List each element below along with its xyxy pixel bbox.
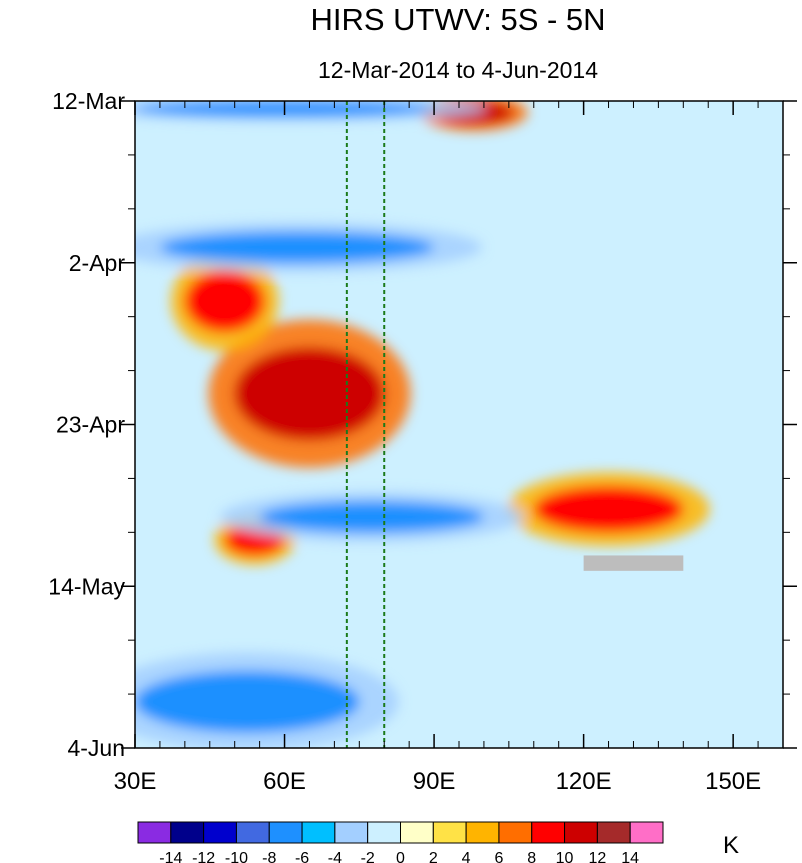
- colorbar-label-7: 0: [396, 850, 405, 863]
- y-tick-label-2: 23-Apr: [56, 412, 125, 438]
- colorbar-label-1: -12: [192, 850, 215, 863]
- anomaly-core-7: [259, 501, 484, 533]
- colorbar-swatch-4: [268, 821, 303, 844]
- colorbar-label-5: -4: [328, 850, 342, 863]
- colorbar-swatch-11: [498, 821, 533, 844]
- colorbar: -14 -12 -10 -8 -6 -4 -2 0 2 4 6 8 10 12 14: [137, 821, 664, 863]
- colorbar-swatch-7: [367, 821, 401, 844]
- colorbar-swatch-5: [301, 821, 336, 844]
- colorbar-label-4: -6: [295, 850, 309, 863]
- x-tick-label-3: 120E: [556, 768, 612, 795]
- colorbar-label-8: 2: [429, 850, 438, 863]
- colorbar-swatch-8: [400, 821, 434, 844]
- reference-lines: [345, 101, 386, 748]
- anomaly-core-1: [184, 270, 265, 333]
- colorbar-swatch-13: [564, 821, 598, 844]
- colorbar-swatch-1: [170, 821, 205, 844]
- chart-title: HIRS UTWV: 5S - 5N: [310, 2, 605, 37]
- colorbar-swatch-2: [203, 821, 237, 844]
- plot-area: [135, 101, 783, 748]
- colorbar-label-2: -10: [225, 850, 248, 863]
- colorbar-units: K: [723, 832, 739, 859]
- colorbar-label-6: -2: [361, 850, 375, 863]
- colorbar-swatch-15: [629, 821, 664, 844]
- x-tick-label-1: 60E: [263, 768, 306, 795]
- colorbar-swatch-3: [235, 821, 270, 844]
- y-tick-label-4: 4-Jun: [67, 735, 125, 761]
- colorbar-label-3: -8: [262, 850, 276, 863]
- colorbar-label-12: 10: [556, 850, 574, 863]
- colorbar-label-11: 8: [527, 850, 536, 863]
- y-tick-label-0: 12-Mar: [52, 88, 125, 114]
- colorbar-label-10: 6: [494, 850, 503, 863]
- missing-data-patches: [583, 555, 684, 571]
- y-tick-label-1: 2-Apr: [69, 250, 126, 276]
- colorbar-swatch-0: [137, 821, 172, 844]
- x-tick-label-4: 150E: [705, 768, 761, 795]
- missing-patch-9: [583, 555, 684, 571]
- colorbar-label-9: 4: [462, 850, 471, 863]
- anomaly-core-8: [135, 670, 360, 733]
- colorbar-swatch-6: [334, 821, 369, 844]
- anomaly-core-4: [533, 486, 684, 533]
- colorbar-swatch-10: [465, 821, 500, 844]
- colorbar-label-13: 12: [588, 850, 606, 863]
- chart-subtitle: 12-Mar-2014 to 4-Jun-2014: [318, 57, 598, 83]
- x-tick-label-2: 90E: [413, 768, 456, 795]
- colorbar-swatch-9: [432, 821, 467, 844]
- colorbar-label-0: -14: [159, 850, 182, 863]
- colorbar-label-14: 14: [621, 850, 639, 863]
- anomaly-field: [135, 101, 710, 748]
- anomaly-core-0: [234, 347, 385, 440]
- x-tick-label-0: 30E: [114, 768, 157, 795]
- colorbar-swatch-14: [596, 821, 631, 844]
- axes: 30E 60E 90E 120E 150E 12-Mar 2-Apr 23-Apr 14-May…: [48, 88, 797, 795]
- colorbar-swatch-12: [531, 821, 566, 844]
- anomaly-blobs: [135, 101, 710, 748]
- anomaly-core-6: [159, 231, 435, 263]
- y-tick-label-3: 14-May: [48, 573, 125, 599]
